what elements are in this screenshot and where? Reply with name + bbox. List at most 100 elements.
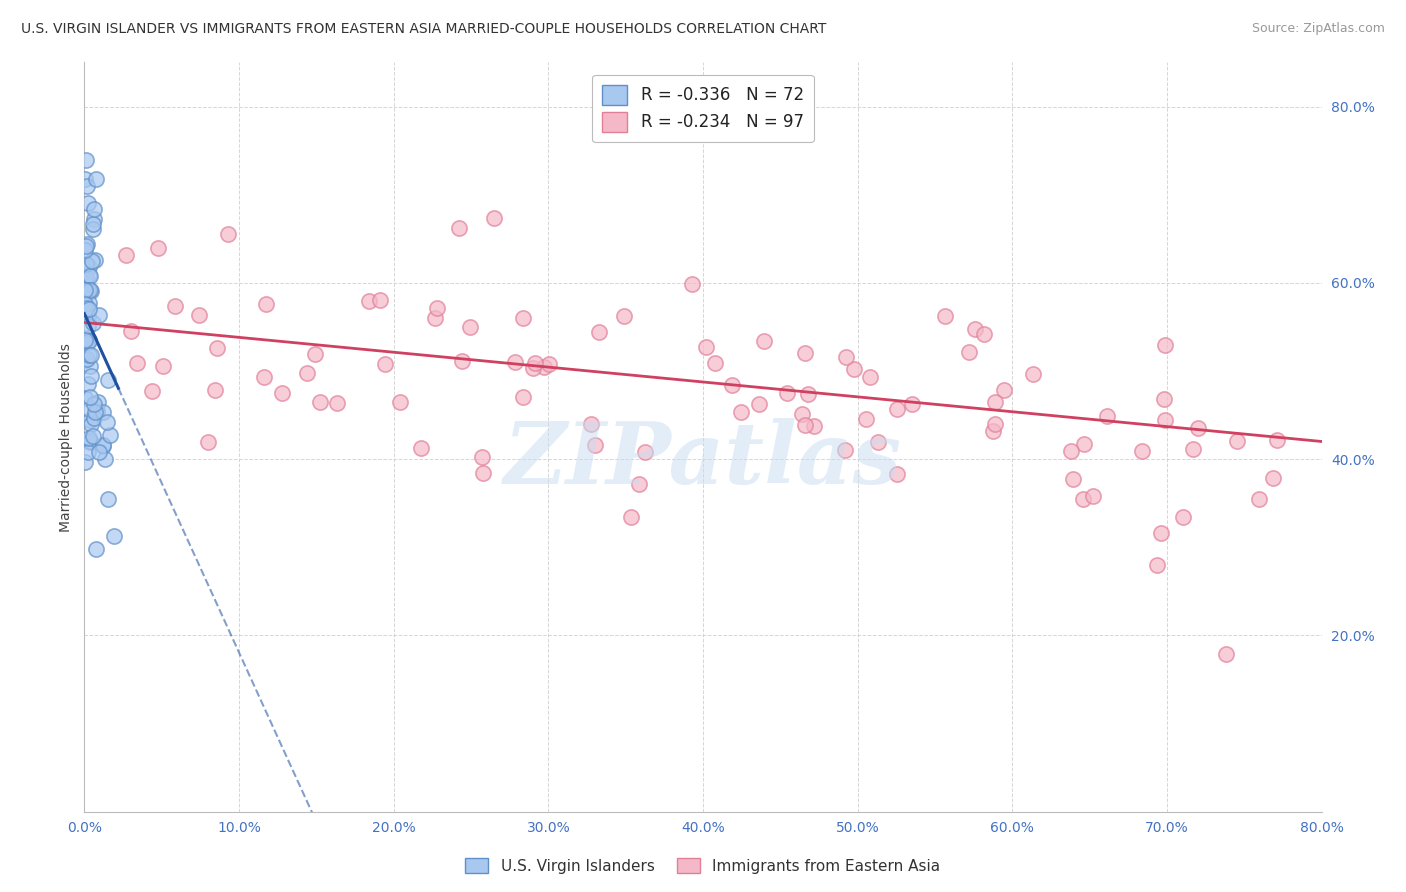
Point (612, 309, 634, 323)
Point (75, 455, 97, 469)
Point (82, 316, 104, 330)
Point (886, 467, 908, 481)
Point (82, 253, 104, 268)
Point (1146, 558, 1168, 572)
Point (77, 296, 100, 310)
Point (581, 417, 603, 432)
Point (79, 434, 101, 449)
Y-axis label: Married-couple Households: Married-couple Households (59, 343, 73, 532)
Point (91, 439, 114, 453)
Point (295, 367, 318, 381)
Point (98, 427, 121, 442)
Point (91, 437, 114, 451)
Point (77, 310, 100, 324)
Point (146, 241, 169, 255)
Point (973, 327, 995, 342)
Point (1154, 337, 1177, 351)
Point (141, 384, 163, 399)
Point (792, 407, 814, 421)
Point (270, 385, 292, 400)
Point (1150, 526, 1173, 541)
Point (752, 334, 775, 348)
Point (87, 445, 110, 459)
Point (1095, 409, 1118, 424)
Point (77, 283, 100, 297)
Point (77, 348, 100, 362)
Point (83, 397, 105, 411)
Point (533, 360, 555, 375)
Point (934, 310, 956, 324)
Point (75, 153, 97, 167)
Point (512, 390, 534, 404)
Point (1187, 421, 1209, 435)
Point (776, 386, 799, 401)
Point (77, 195, 100, 210)
Point (80, 368, 103, 383)
Point (793, 346, 815, 360)
Point (79, 334, 101, 349)
Point (114, 248, 136, 262)
Point (859, 369, 882, 384)
Point (834, 350, 856, 364)
Point (152, 359, 174, 374)
Point (83, 410, 105, 425)
Point (83, 202, 105, 217)
Point (1154, 413, 1177, 427)
Point (91, 405, 114, 419)
Point (96, 373, 118, 387)
Point (75, 257, 97, 271)
Point (1215, 647, 1237, 661)
Point (83, 211, 105, 226)
Point (77, 401, 100, 416)
Point (253, 370, 276, 384)
Point (75, 277, 97, 291)
Point (1130, 444, 1153, 458)
Point (1073, 437, 1095, 451)
Point (80, 285, 103, 299)
Point (254, 297, 277, 311)
Point (993, 383, 1015, 397)
Point (721, 377, 744, 392)
Point (1182, 442, 1205, 457)
Point (77, 431, 100, 445)
Point (83, 405, 105, 419)
Point (368, 293, 391, 308)
Point (627, 477, 650, 491)
Point (84, 252, 107, 267)
Point (79, 390, 101, 404)
Point (77, 445, 100, 459)
Point (79, 413, 101, 427)
Point (207, 341, 229, 355)
Point (1226, 434, 1249, 448)
Point (797, 386, 820, 401)
Point (86, 404, 108, 418)
Point (76, 336, 98, 351)
Point (204, 383, 226, 397)
Point (458, 319, 481, 334)
Point (1081, 489, 1104, 503)
Point (326, 396, 349, 410)
Point (1247, 491, 1270, 506)
Point (96, 415, 118, 429)
Point (523, 356, 546, 370)
Point (76, 284, 98, 298)
Point (84, 541, 107, 556)
Point (583, 438, 606, 452)
Point (423, 310, 446, 325)
Point (620, 510, 643, 524)
Point (886, 401, 908, 416)
Point (75, 333, 97, 347)
Point (981, 424, 1004, 438)
Point (77, 260, 100, 275)
Point (79, 359, 101, 373)
Point (588, 325, 610, 339)
Point (357, 294, 380, 309)
Point (834, 443, 856, 458)
Point (482, 211, 505, 226)
Point (87, 394, 110, 409)
Point (75, 270, 97, 285)
Point (94, 452, 117, 467)
Point (426, 301, 449, 315)
Point (82, 221, 104, 235)
Point (76, 178, 98, 193)
